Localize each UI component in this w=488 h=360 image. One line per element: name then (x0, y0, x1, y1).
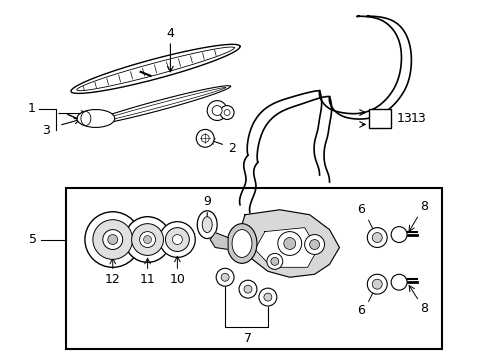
Circle shape (102, 230, 122, 249)
Text: 4: 4 (166, 27, 174, 40)
Text: 12: 12 (104, 273, 121, 286)
Circle shape (366, 228, 386, 247)
Text: 13: 13 (410, 112, 426, 125)
Circle shape (216, 268, 234, 286)
Bar (66, 188, 441, 349)
Ellipse shape (226, 224, 256, 264)
Text: 6: 6 (357, 305, 365, 318)
Text: 7: 7 (244, 332, 251, 345)
Text: 2: 2 (228, 142, 236, 155)
Circle shape (131, 224, 163, 255)
Circle shape (366, 274, 386, 294)
Circle shape (270, 257, 278, 265)
Text: 13: 13 (395, 112, 411, 125)
Circle shape (371, 233, 382, 243)
Text: 9: 9 (203, 195, 211, 208)
Circle shape (244, 285, 251, 293)
Circle shape (212, 105, 222, 116)
Polygon shape (86, 86, 230, 125)
Circle shape (258, 288, 276, 306)
Circle shape (196, 129, 214, 147)
Bar (368, 109, 390, 129)
Circle shape (264, 293, 271, 301)
Circle shape (207, 100, 226, 121)
Text: 10: 10 (169, 273, 185, 286)
Ellipse shape (81, 112, 91, 125)
Circle shape (159, 222, 195, 257)
Circle shape (283, 238, 295, 249)
Text: 1: 1 (27, 102, 35, 115)
Circle shape (390, 274, 406, 290)
Circle shape (93, 220, 132, 260)
Ellipse shape (202, 217, 212, 233)
Circle shape (143, 235, 151, 243)
Polygon shape (240, 210, 339, 277)
Ellipse shape (232, 230, 251, 257)
Circle shape (277, 231, 301, 255)
Circle shape (239, 280, 256, 298)
Circle shape (224, 109, 230, 116)
Polygon shape (71, 44, 240, 93)
Text: 3: 3 (42, 124, 50, 137)
Text: 6: 6 (357, 203, 365, 216)
Ellipse shape (197, 211, 217, 239)
Circle shape (172, 235, 182, 244)
Text: 5: 5 (29, 233, 37, 246)
Circle shape (85, 212, 141, 267)
Circle shape (221, 273, 228, 281)
Circle shape (124, 217, 170, 262)
Ellipse shape (77, 109, 115, 127)
Text: 8: 8 (419, 302, 427, 315)
Text: 11: 11 (140, 273, 155, 286)
Polygon shape (210, 233, 227, 249)
Circle shape (390, 227, 406, 243)
Polygon shape (254, 228, 317, 267)
Circle shape (266, 253, 282, 269)
Circle shape (165, 228, 189, 251)
Circle shape (309, 239, 319, 249)
Circle shape (371, 279, 382, 289)
Circle shape (139, 231, 155, 247)
Circle shape (107, 235, 118, 244)
Circle shape (304, 235, 324, 255)
Text: 8: 8 (419, 200, 427, 213)
Circle shape (220, 105, 234, 120)
